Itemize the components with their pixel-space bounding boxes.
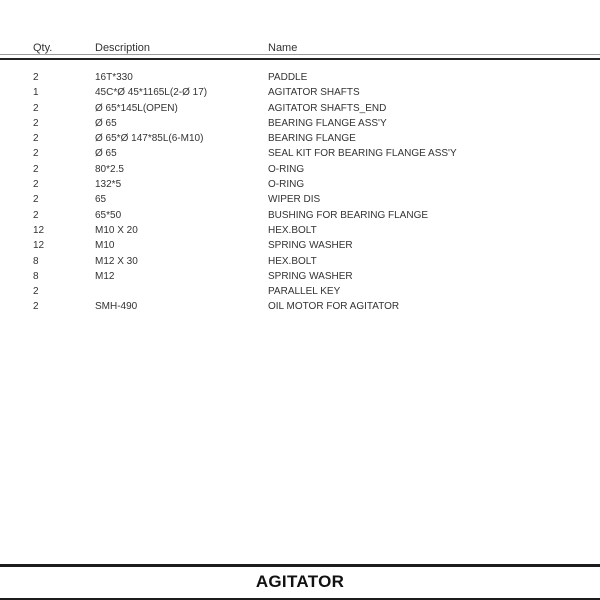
cell-qty: 2	[33, 209, 39, 221]
cell-name: PARALLEL KEY	[268, 286, 341, 298]
cell-description: Ø 65	[95, 117, 117, 129]
cell-qty: 2	[33, 194, 39, 206]
table-row: 2 PARALLEL KEY	[0, 284, 600, 299]
cell-qty: 12	[33, 224, 45, 236]
cell-description: M10 X 20	[95, 224, 138, 236]
cell-description: 80*2.5	[95, 163, 124, 175]
cell-qty: 1	[33, 87, 39, 99]
column-header-description: Description	[95, 42, 151, 54]
cell-description: 65*50	[95, 209, 122, 221]
table-row: 2 132*5 O-RING	[0, 177, 600, 192]
cell-name: PADDLE	[268, 72, 308, 83]
table-row: 2 Ø 65 BEARING FLANGE ASS'Y	[0, 116, 600, 131]
cell-qty: 2	[33, 163, 39, 175]
table-row: 8 M12 X 30 HEX.BOLT	[0, 254, 600, 269]
cell-qty: 2	[33, 179, 39, 191]
cell-qty: 2	[33, 148, 39, 160]
footer-rule-bottom	[0, 598, 600, 600]
column-header-name: Name	[268, 42, 298, 54]
table-row: 2 16T*330 PADDLE	[0, 70, 600, 85]
cell-name: SPRING WASHER	[268, 270, 353, 282]
cell-qty: 2	[33, 102, 39, 114]
table-row: 2 SMH-490 OIL MOTOR FOR AGITATOR	[0, 299, 600, 314]
cell-description: M12 X 30	[95, 255, 138, 267]
cell-qty: 2	[33, 286, 39, 298]
cell-qty: 12	[33, 240, 45, 252]
cell-qty: 2	[33, 133, 39, 145]
cell-qty: 2	[33, 301, 39, 313]
cell-description: M10	[95, 240, 115, 252]
table-row: 12 M10 X 20 HEX.BOLT	[0, 223, 600, 238]
cell-description: SMH-490	[95, 301, 138, 313]
cell-qty: 2	[33, 117, 39, 129]
table-row: 2 Ø 65*Ø 147*85L(6-M10) BEARING FLANGE	[0, 131, 600, 146]
cell-name: WIPER DIS	[268, 194, 321, 206]
table-row: 2 65 WIPER DIS	[0, 192, 600, 207]
header-rule-dark	[0, 58, 600, 60]
table-body: 2 16T*330 PADDLE 1 45C*Ø 45*1165L(2-Ø 17…	[0, 70, 600, 315]
column-header-qty: Qty.	[33, 42, 53, 54]
table-row: 12 M10 SPRING WASHER	[0, 238, 600, 253]
cell-name: OIL MOTOR FOR AGITATOR	[268, 301, 400, 313]
table-row: 2 Ø 65*145L(OPEN) AGITATOR SHAFTS_END	[0, 101, 600, 116]
cell-name: O-RING	[268, 163, 305, 175]
cell-description: 132*5	[95, 179, 122, 191]
cell-name: SPRING WASHER	[268, 240, 353, 252]
cell-description: Ø 65	[95, 148, 117, 160]
cell-name: AGITATOR SHAFTS_END	[268, 102, 387, 114]
cell-description: Ø 65*145L(OPEN)	[95, 102, 178, 114]
cell-description: 16T*330	[95, 72, 133, 83]
cell-description: Ø 65*Ø 147*85L(6-M10)	[95, 133, 204, 145]
cell-description: 45C*Ø 45*1165L(2-Ø 17)	[95, 87, 208, 99]
cell-qty: 2	[33, 72, 39, 83]
cell-name: O-RING	[268, 179, 305, 191]
table-row: 1 45C*Ø 45*1165L(2-Ø 17) AGITATOR SHAFTS	[0, 85, 600, 100]
cell-name: HEX.BOLT	[268, 224, 317, 236]
cell-name: BUSHING FOR BEARING FLANGE	[268, 209, 429, 221]
cell-description: 65	[95, 194, 107, 206]
cell-name: BEARING FLANGE ASS'Y	[268, 117, 387, 129]
cell-description: M12	[95, 270, 115, 282]
cell-name: HEX.BOLT	[268, 255, 317, 267]
table-row: 8 M12 SPRING WASHER	[0, 269, 600, 284]
table-row: 2 Ø 65 SEAL KIT FOR BEARING FLANGE ASS'Y	[0, 146, 600, 161]
cell-qty: 8	[33, 270, 39, 282]
footer-title: AGITATOR	[255, 572, 345, 591]
cell-name: SEAL KIT FOR BEARING FLANGE ASS'Y	[268, 148, 457, 160]
cell-name: BEARING FLANGE	[268, 133, 356, 145]
cell-qty: 8	[33, 255, 39, 267]
table-row: 2 65*50 BUSHING FOR BEARING FLANGE	[0, 208, 600, 223]
cell-name: AGITATOR SHAFTS	[268, 87, 360, 99]
table-row: 2 80*2.5 O-RING	[0, 162, 600, 177]
footer-rule-top	[0, 564, 600, 567]
header-rule-light	[0, 54, 600, 55]
table-header: Qty. Description Name	[0, 42, 600, 55]
